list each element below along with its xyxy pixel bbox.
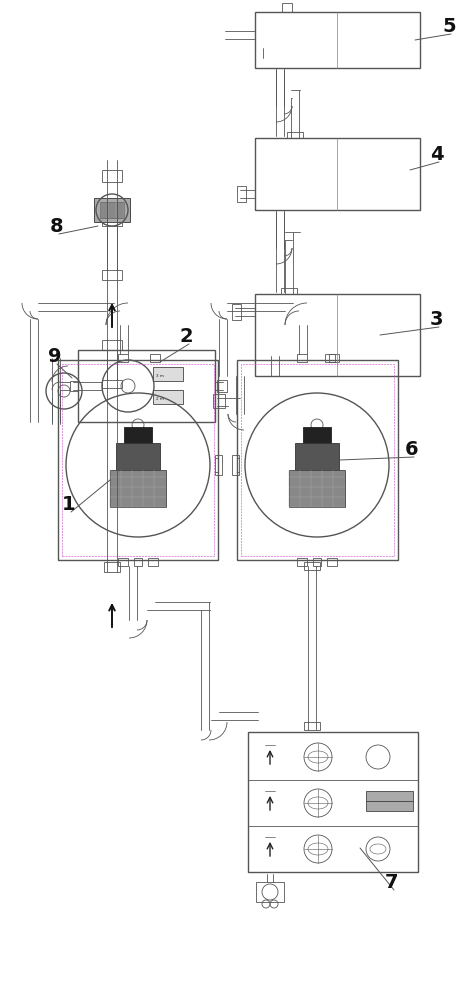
Text: 3 m: 3 m bbox=[156, 374, 163, 378]
Bar bbox=[288, 470, 344, 507]
Bar bbox=[232, 304, 240, 320]
Bar bbox=[62, 364, 213, 556]
Bar bbox=[255, 138, 419, 210]
Bar bbox=[255, 294, 419, 376]
Bar bbox=[365, 791, 412, 801]
Text: 8: 8 bbox=[50, 217, 63, 236]
Bar bbox=[124, 427, 152, 445]
Bar bbox=[104, 562, 120, 572]
Bar bbox=[70, 381, 78, 391]
Text: 3: 3 bbox=[429, 310, 443, 329]
Bar bbox=[102, 170, 122, 182]
Bar bbox=[148, 558, 158, 566]
Bar bbox=[237, 360, 397, 560]
Bar bbox=[153, 390, 182, 404]
Bar bbox=[100, 202, 124, 218]
Bar bbox=[303, 562, 319, 570]
Text: 2: 2 bbox=[180, 327, 193, 346]
Bar bbox=[118, 558, 128, 566]
Bar bbox=[102, 270, 122, 280]
Text: 4: 4 bbox=[429, 145, 443, 164]
Bar bbox=[282, 3, 291, 12]
Bar bbox=[237, 186, 245, 202]
Bar bbox=[102, 222, 122, 226]
Bar bbox=[213, 394, 225, 408]
Bar bbox=[153, 367, 182, 381]
Bar bbox=[240, 364, 393, 556]
Text: 7: 7 bbox=[384, 873, 398, 892]
Bar bbox=[287, 132, 302, 138]
Bar bbox=[294, 443, 338, 470]
Bar bbox=[256, 882, 283, 902]
Bar bbox=[303, 722, 319, 730]
Bar bbox=[214, 455, 221, 475]
Bar bbox=[302, 427, 330, 445]
Text: 6: 6 bbox=[404, 440, 418, 459]
Bar bbox=[134, 558, 142, 566]
Text: 9: 9 bbox=[48, 347, 62, 366]
Bar bbox=[255, 12, 419, 68]
Bar bbox=[232, 455, 238, 475]
Bar bbox=[328, 354, 338, 362]
Bar bbox=[365, 801, 412, 811]
Text: 5: 5 bbox=[441, 17, 455, 36]
Text: 2 m: 2 m bbox=[156, 397, 163, 401]
Bar bbox=[102, 380, 122, 388]
Bar bbox=[281, 288, 296, 294]
Bar bbox=[313, 558, 320, 566]
Bar bbox=[247, 732, 417, 872]
Bar bbox=[78, 350, 214, 422]
Bar bbox=[324, 354, 334, 362]
Bar bbox=[296, 354, 307, 362]
Bar bbox=[326, 558, 336, 566]
Bar bbox=[150, 354, 160, 362]
Bar bbox=[58, 360, 218, 560]
Bar bbox=[116, 443, 160, 470]
Bar bbox=[118, 354, 128, 362]
Bar bbox=[94, 198, 130, 222]
Bar bbox=[296, 558, 307, 566]
Bar bbox=[102, 340, 122, 350]
Bar bbox=[217, 380, 226, 392]
Bar bbox=[110, 470, 166, 507]
Text: 1: 1 bbox=[62, 495, 75, 514]
